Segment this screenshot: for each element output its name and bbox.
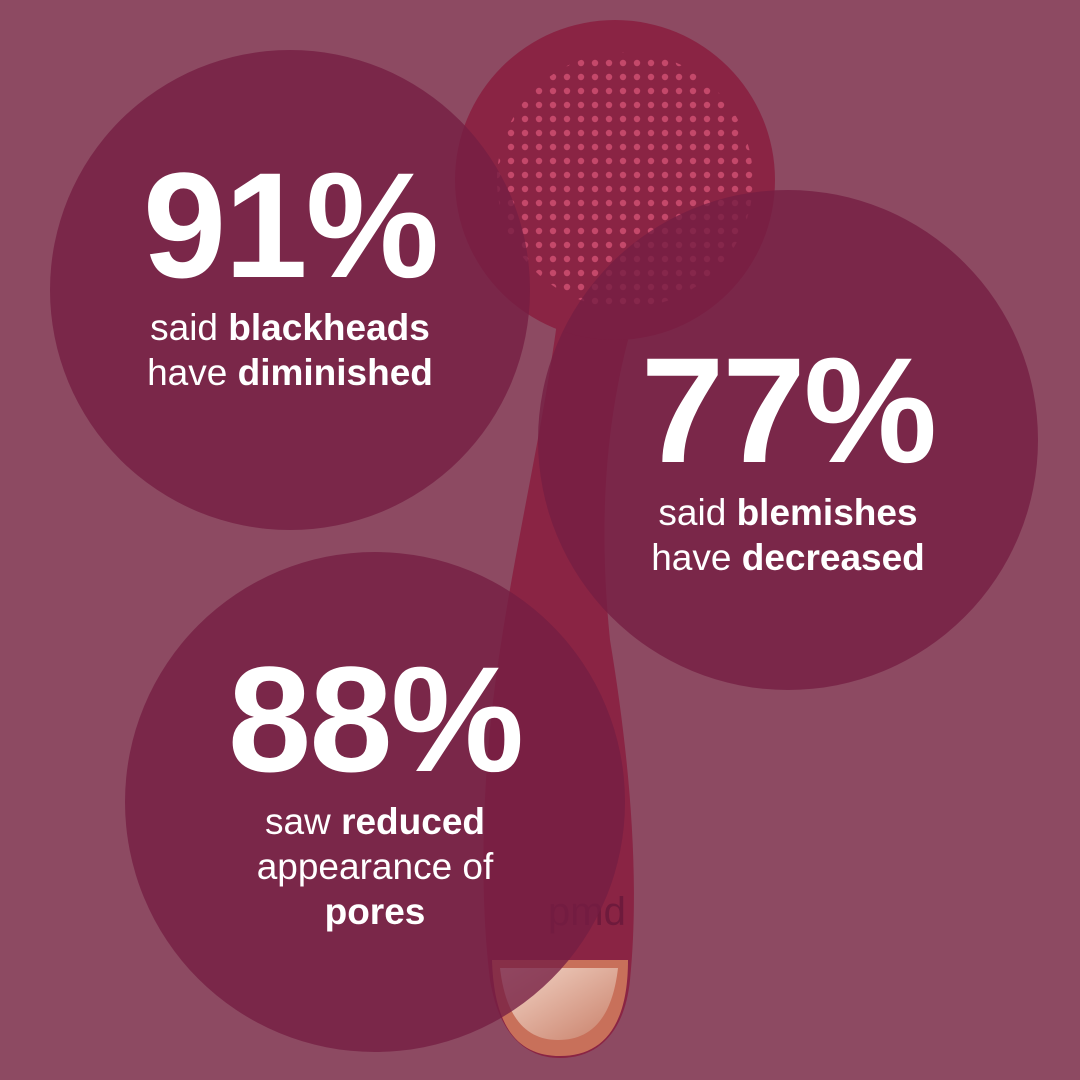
- stat-caption: said blackheads have diminished: [147, 307, 433, 393]
- stat-value: 77%: [640, 326, 937, 494]
- stat-caption: said blemishes have decreased: [651, 492, 925, 578]
- stat-circle-blemishes: 77% said blemishes have decreased: [538, 190, 1038, 690]
- stat-circle-pores: 88% saw reduced appearance of pores: [125, 552, 625, 1052]
- stat-caption: saw reduced appearance of pores: [256, 801, 494, 932]
- stat-value: 91%: [142, 141, 439, 309]
- stat-value: 88%: [227, 635, 524, 803]
- stat-circle-blackheads: 91% said blackheads have diminished: [50, 50, 530, 530]
